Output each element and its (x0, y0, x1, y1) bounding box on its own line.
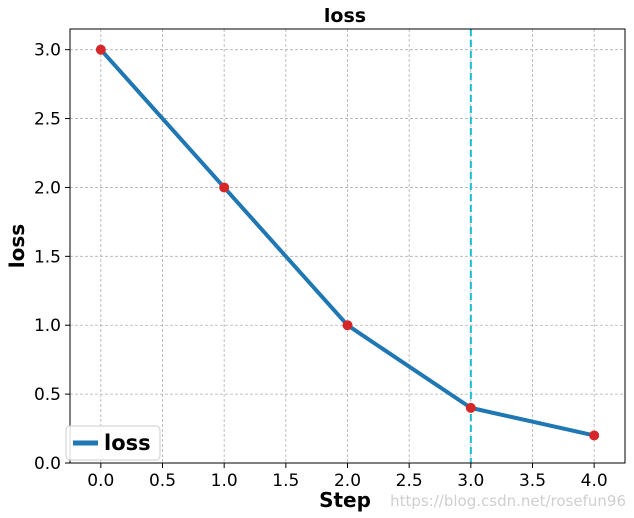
data-point (95, 44, 106, 55)
y-tick-label: 2.5 (34, 110, 61, 130)
x-tick-label: 1.5 (272, 471, 299, 491)
y-axis-label: loss (5, 224, 29, 268)
y-tick-label: 1.0 (34, 316, 61, 336)
chart-title: loss (324, 5, 366, 27)
y-tick-label: 2.0 (34, 178, 61, 198)
x-tick-label: 0.5 (149, 471, 176, 491)
x-axis-ticks: 0.0 0.5 1.0 1.5 2.0 2.5 3.0 3.5 4.0 (87, 463, 608, 491)
data-point (589, 430, 600, 441)
data-point (342, 320, 353, 331)
series-layer (95, 44, 600, 441)
watermark: https://blog.csdn.net/rosefun96 (390, 492, 626, 510)
legend: loss (65, 425, 161, 461)
x-tick-label: 2.0 (334, 471, 361, 491)
x-tick-label: 0.0 (87, 471, 114, 491)
y-tick-label: 0.5 (34, 385, 61, 405)
y-tick-label: 1.5 (34, 247, 61, 267)
y-tick-label: 3.0 (34, 41, 61, 61)
data-point (465, 402, 476, 413)
x-tick-label: 2.5 (396, 471, 423, 491)
x-tick-label: 3.5 (519, 471, 546, 491)
data-point (219, 182, 230, 193)
series-line-loss (98, 47, 597, 438)
y-axis-ticks: 0.0 0.5 1.0 1.5 2.0 2.5 3.0 (34, 41, 70, 474)
legend-entry-loss: loss (104, 431, 151, 455)
x-axis-label: Step (319, 488, 371, 512)
y-tick-label: 0.0 (34, 454, 61, 474)
legend-box (65, 425, 161, 461)
x-tick-label: 1.0 (211, 471, 238, 491)
x-tick-label: 3.0 (457, 471, 484, 491)
x-tick-label: 4.0 (581, 471, 608, 491)
grid-lines (70, 29, 625, 464)
